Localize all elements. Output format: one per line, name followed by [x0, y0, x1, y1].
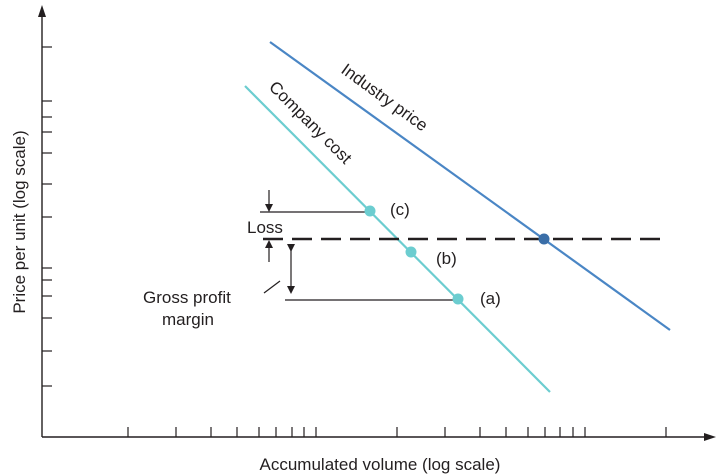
axes [38, 5, 716, 441]
point-b-marker [405, 246, 417, 258]
company-cost-label: Company cost [265, 77, 355, 167]
x-axis-arrow-icon [704, 433, 716, 441]
point-a-label: (a) [480, 289, 501, 308]
point-c-marker [364, 205, 376, 217]
point-c-label: (c) [390, 200, 410, 219]
point-a-marker [452, 293, 464, 305]
margin-label: margin [162, 310, 214, 329]
loss-label: Loss [247, 218, 283, 237]
breakeven-point-marker [538, 233, 550, 245]
y-axis-title: Price per unit (log scale) [10, 130, 29, 313]
x-axis-title: Accumulated volume (log scale) [260, 455, 501, 474]
y-ticks [42, 46, 52, 387]
y-axis-arrow-icon [38, 5, 46, 17]
industry-price-line [269, 41, 671, 331]
x-ticks [127, 427, 667, 437]
gross-margin-leader-line [263, 280, 281, 294]
point-b-label: (b) [436, 249, 457, 268]
gross-profit-label: Gross profit [143, 288, 231, 307]
